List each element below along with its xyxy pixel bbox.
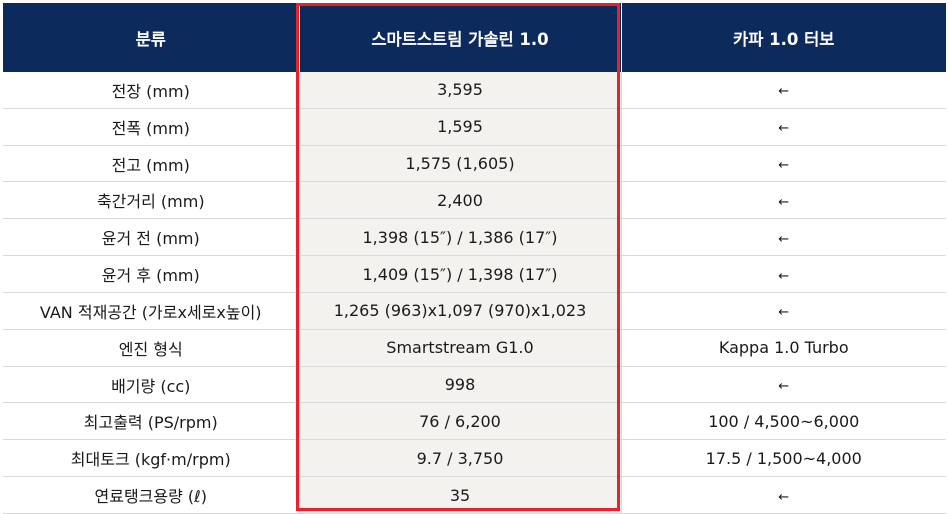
- row-label: 엔진 형식: [3, 329, 300, 367]
- table-header: 분류 스마트스트림 가솔린 1.0 카파 1.0 터보: [3, 3, 946, 72]
- smartstream-value: Smartstream G1.0: [299, 329, 622, 367]
- header-smartstream: 스마트스트림 가솔린 1.0: [299, 3, 622, 72]
- table-row: 축간거리 (mm) 2,400 ←: [3, 181, 946, 220]
- kappa-value: ←: [621, 292, 946, 330]
- table-row: 최고출력 (PS/rpm) 76 / 6,200 100 / 4,500~6,0…: [3, 402, 946, 441]
- table-body: 전장 (mm) 3,595 ← 전폭 (mm) 1,595 ← 전고 (mm) …: [3, 72, 946, 514]
- same-as-left-icon: ←: [778, 121, 790, 137]
- same-as-left-icon: ←: [778, 158, 790, 174]
- kappa-value: ←: [621, 218, 946, 257]
- table-row: 배기량 (cc) 998 ←: [3, 366, 946, 404]
- row-label: 윤거 전 (mm): [3, 218, 300, 257]
- smartstream-value: 76 / 6,200: [299, 402, 622, 441]
- row-label: 전장 (mm): [3, 72, 300, 109]
- smartstream-value: 35: [299, 476, 622, 514]
- same-as-left-icon: ←: [778, 84, 790, 100]
- smartstream-value: 1,575 (1,605): [299, 145, 622, 183]
- header-row: 분류 스마트스트림 가솔린 1.0 카파 1.0 터보: [3, 3, 946, 72]
- kappa-value: ←: [621, 255, 946, 293]
- row-label: 전폭 (mm): [3, 108, 300, 146]
- table-row: 윤거 전 (mm) 1,398 (15″) / 1,386 (17″) ←: [3, 218, 946, 257]
- table-row: 전고 (mm) 1,575 (1,605) ←: [3, 145, 946, 183]
- kappa-value: ←: [621, 145, 946, 183]
- row-label: 윤거 후 (mm): [3, 255, 300, 293]
- kappa-value: ←: [621, 476, 946, 514]
- smartstream-value: 1,595: [299, 108, 622, 146]
- smartstream-value: 2,400: [299, 181, 622, 220]
- kappa-value: ←: [621, 366, 946, 404]
- smartstream-value: 998: [299, 366, 622, 404]
- kappa-value: ←: [621, 72, 946, 109]
- row-label: VAN 적재공간 (가로x세로x높이): [3, 292, 300, 330]
- row-label: 최대토크 (kgf·m/rpm): [3, 439, 300, 478]
- smartstream-value: 9.7 / 3,750: [299, 439, 622, 478]
- row-label: 연료탱크용량 (ℓ): [3, 476, 300, 514]
- table-row: 엔진 형식 Smartstream G1.0 Kappa 1.0 Turbo: [3, 329, 946, 367]
- header-kappa: 카파 1.0 터보: [621, 3, 946, 72]
- table-row: 전장 (mm) 3,595 ←: [3, 72, 946, 109]
- table-row: 연료탱크용량 (ℓ) 35 ←: [3, 476, 946, 514]
- same-as-left-icon: ←: [778, 305, 790, 321]
- row-label: 축간거리 (mm): [3, 181, 300, 220]
- spec-table: 분류 스마트스트림 가솔린 1.0 카파 1.0 터보 전장 (mm) 3,59…: [3, 3, 946, 514]
- row-label: 전고 (mm): [3, 145, 300, 183]
- smartstream-value: 1,409 (15″) / 1,398 (17″): [299, 255, 622, 293]
- table-row: 전폭 (mm) 1,595 ←: [3, 108, 946, 146]
- header-category: 분류: [3, 3, 300, 72]
- table-row: 최대토크 (kgf·m/rpm) 9.7 / 3,750 17.5 / 1,50…: [3, 439, 946, 478]
- kappa-value: ←: [621, 181, 946, 220]
- same-as-left-icon: ←: [778, 194, 790, 210]
- kappa-value: ←: [621, 108, 946, 146]
- same-as-left-icon: ←: [778, 268, 790, 284]
- same-as-left-icon: ←: [778, 489, 790, 505]
- kappa-value: Kappa 1.0 Turbo: [621, 329, 946, 367]
- kappa-value: 100 / 4,500~6,000: [621, 402, 946, 441]
- smartstream-value: 1,265 (963)x1,097 (970)x1,023: [299, 292, 622, 330]
- same-as-left-icon: ←: [778, 379, 790, 395]
- row-label: 최고출력 (PS/rpm): [3, 402, 300, 441]
- same-as-left-icon: ←: [778, 231, 790, 247]
- table-row: VAN 적재공간 (가로x세로x높이) 1,265 (963)x1,097 (9…: [3, 292, 946, 330]
- table-row: 윤거 후 (mm) 1,409 (15″) / 1,398 (17″) ←: [3, 255, 946, 293]
- kappa-value: 17.5 / 1,500~4,000: [621, 439, 946, 478]
- row-label: 배기량 (cc): [3, 366, 300, 404]
- smartstream-value: 1,398 (15″) / 1,386 (17″): [299, 218, 622, 257]
- smartstream-value: 3,595: [299, 72, 622, 109]
